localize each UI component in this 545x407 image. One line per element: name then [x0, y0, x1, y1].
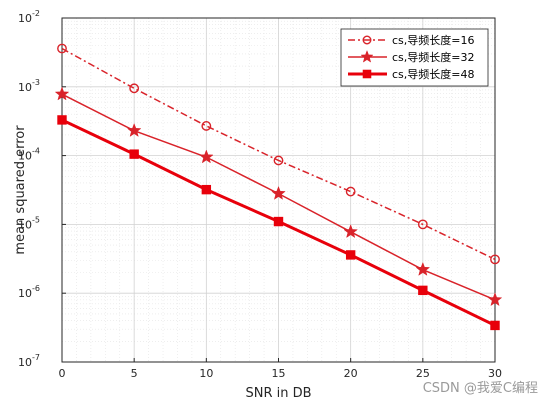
data-point [273, 216, 284, 227]
y-tick-label: 10-5 [18, 215, 40, 231]
data-point [360, 49, 374, 63]
x-axis-ticks: 0 5 10 15 20 25 30 [59, 358, 502, 380]
data-point [199, 149, 214, 164]
x-tick-label: 15 [272, 367, 286, 380]
legend: cs,导频长度=16 cs,导频长度=32 cs,导频长度=48 [340, 28, 489, 87]
watermark: CSDN @我爱C编程 [423, 381, 538, 396]
legend-label: cs,导频长度=32 [392, 50, 475, 64]
data-point [490, 254, 500, 265]
y-tick-label: 10-4 [18, 147, 40, 163]
data-point [417, 219, 428, 230]
data-point [57, 43, 67, 54]
data-point [343, 224, 358, 239]
data-point [418, 285, 428, 296]
series-line [61, 47, 496, 261]
data-point [129, 83, 140, 94]
data-point [201, 121, 212, 131]
x-tick-label: 0 [59, 367, 66, 380]
y-tick-label: 10-2 [18, 9, 40, 25]
data-point [54, 86, 70, 101]
y-tick-label: 10-3 [18, 78, 40, 94]
legend-label: cs,导频长度=48 [392, 67, 475, 81]
data-point [487, 292, 503, 307]
data-point [415, 261, 431, 276]
data-point [362, 35, 372, 45]
data-point [126, 122, 142, 137]
legend-label: cs,导频长度=16 [392, 33, 475, 47]
x-tick-label: 30 [488, 367, 502, 380]
x-axis-label: SNR in DB [245, 386, 311, 401]
data-point [490, 320, 500, 331]
y-tick-label: 10-7 [18, 353, 40, 369]
series-1 [57, 43, 500, 265]
data-point [271, 185, 286, 200]
y-axis-ticks: 10-7 10-6 10-5 10-4 10-3 10-2 [18, 9, 66, 369]
data-point [362, 69, 372, 79]
data-point [201, 184, 212, 195]
data-point [129, 149, 139, 159]
series-2 [54, 86, 503, 307]
x-tick-label: 20 [344, 367, 358, 380]
x-tick-label: 5 [131, 367, 138, 380]
x-tick-label: 25 [416, 367, 430, 380]
data-point [57, 115, 67, 125]
x-tick-label: 10 [199, 367, 213, 380]
series-layer [54, 43, 503, 331]
series-3 [57, 115, 500, 331]
y-axis-label: mean squared error [13, 125, 28, 255]
y-tick-label: 10-6 [18, 284, 40, 300]
data-point [345, 186, 356, 197]
data-point [345, 250, 356, 260]
data-point [273, 155, 284, 166]
